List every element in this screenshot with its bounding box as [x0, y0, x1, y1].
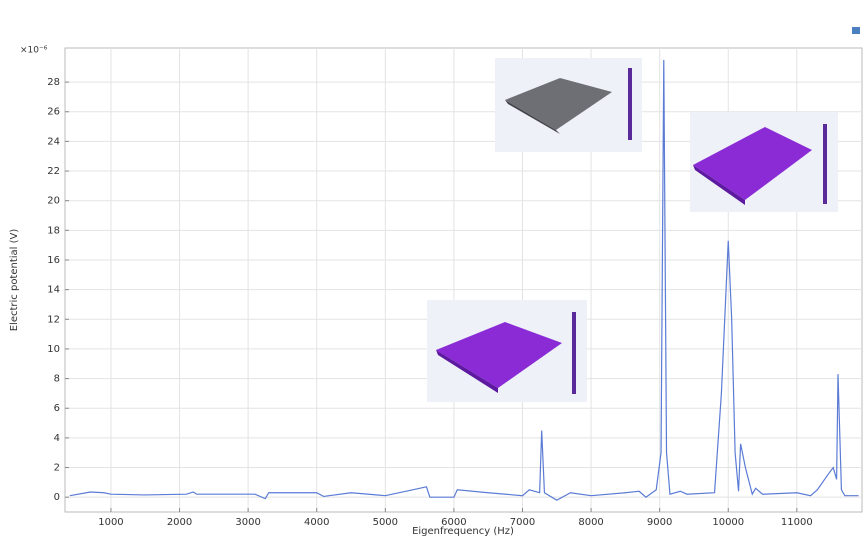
- y-tick-label: 8: [54, 374, 60, 385]
- y-tick-label: 2: [54, 463, 60, 474]
- y-tick-label: 12: [47, 314, 60, 325]
- chart: ×10⁻⁶ Eigenfrequency (Hz) Electric poten…: [0, 0, 864, 538]
- toolbar-icon[interactable]: [852, 27, 860, 34]
- y-tick-label: 10: [47, 344, 60, 355]
- y-tick-label: 14: [47, 285, 60, 296]
- x-tick-label: 1000: [98, 517, 123, 528]
- x-tick-label: 6000: [441, 517, 466, 528]
- inset-image: [427, 300, 587, 402]
- y-tick-label: 16: [47, 255, 60, 266]
- x-tick-label: 7000: [510, 517, 535, 528]
- x-tick-label: 8000: [578, 517, 603, 528]
- y-tick-label: 28: [47, 77, 60, 88]
- y-tick-label: 18: [47, 225, 60, 236]
- y-axis-label: Electric potential (V): [9, 229, 20, 332]
- y-tick-label: 20: [47, 196, 60, 207]
- y-multiplier: ×10⁻⁶: [20, 46, 48, 56]
- y-tick-label: 4: [54, 433, 60, 444]
- x-tick-label: 5000: [373, 517, 398, 528]
- y-tick-label: 24: [47, 136, 60, 147]
- x-tick-label: 4000: [304, 517, 329, 528]
- x-tick-label: 3000: [235, 517, 260, 528]
- y-tick-label: 22: [47, 166, 60, 177]
- x-tick-label: 9000: [647, 517, 672, 528]
- x-tick-label: 11000: [781, 517, 813, 528]
- y-tick-label: 26: [47, 107, 60, 118]
- y-tick-label: 6: [54, 403, 60, 414]
- inset-image: [690, 112, 838, 212]
- inset-image: [495, 58, 642, 152]
- x-tick-label: 2000: [167, 517, 192, 528]
- x-tick-label: 10000: [712, 517, 744, 528]
- y-tick-label: 0: [54, 492, 60, 503]
